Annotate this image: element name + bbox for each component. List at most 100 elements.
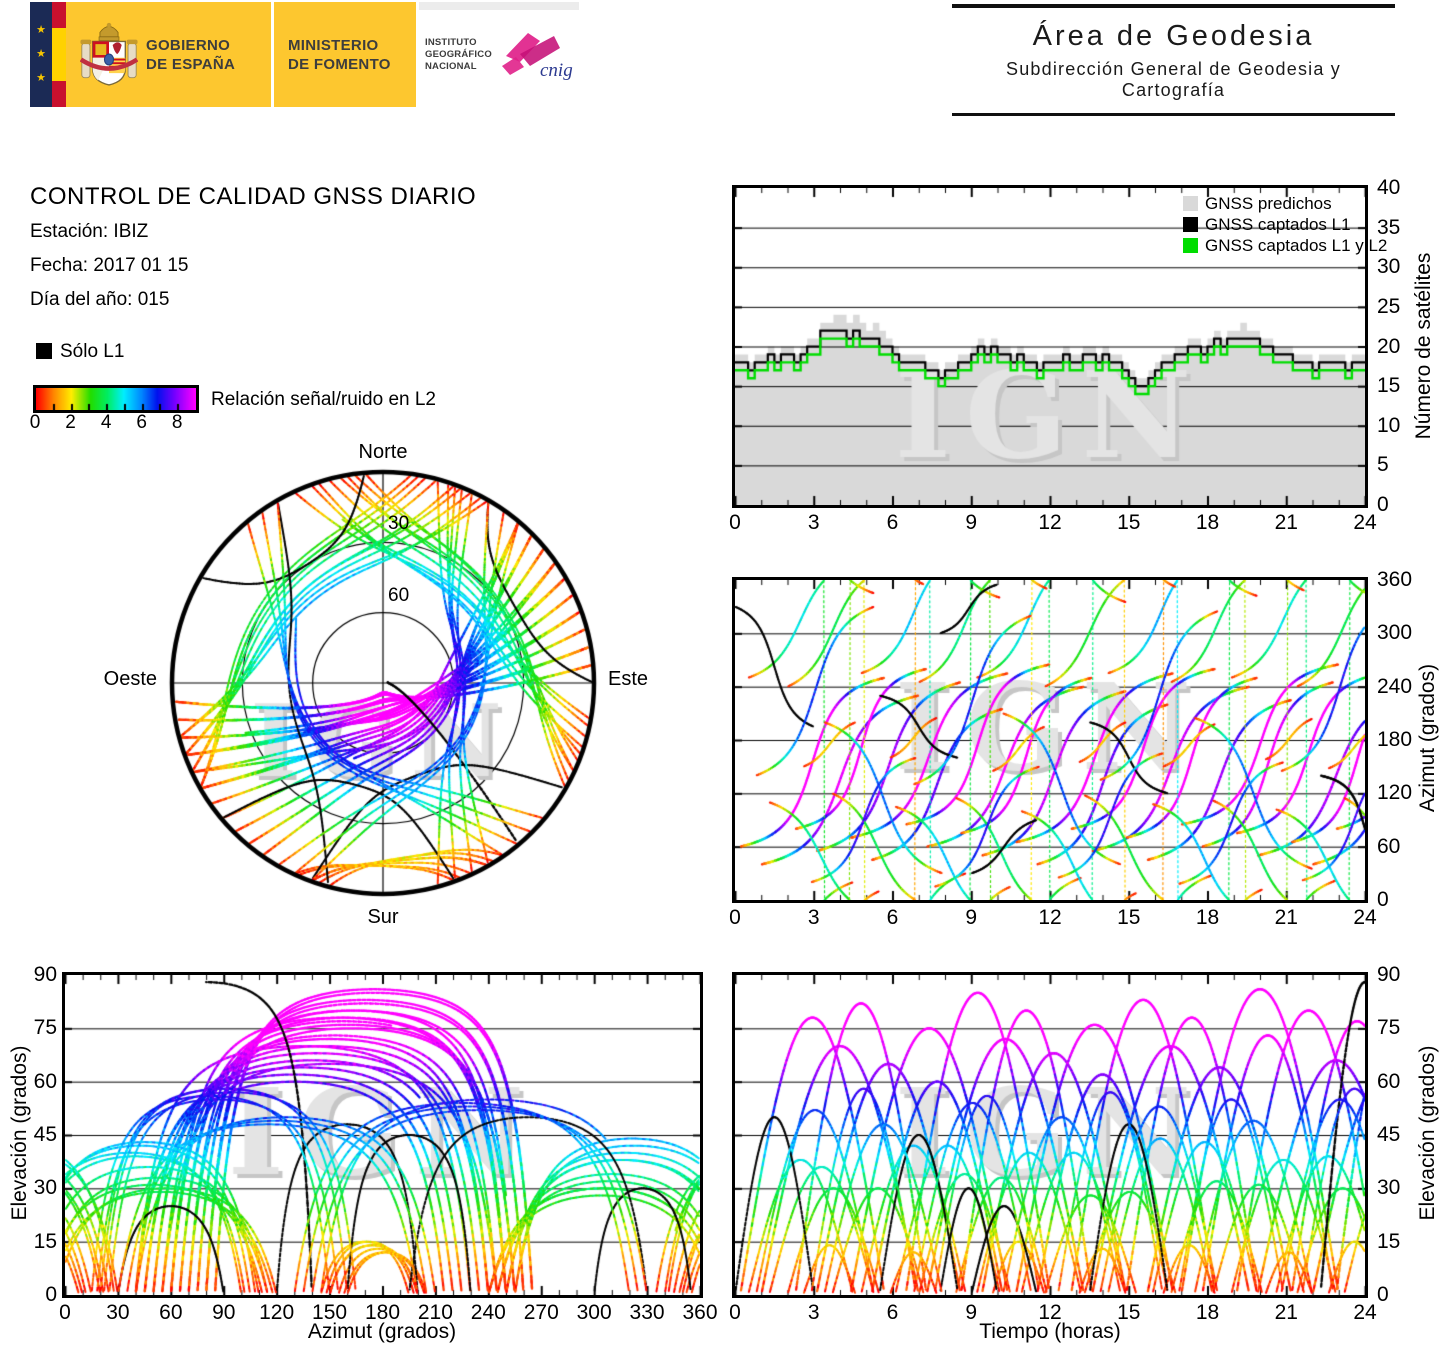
tick-label: 60 [33,1069,57,1093]
ministerio-label: MINISTERIO DE FOMENTO [288,36,391,73]
doy-line: Día del año: 015 [30,289,170,310]
tick-label: 0 [729,511,741,534]
tick-label: 60 [1377,834,1401,858]
tick-label: 0 [729,1301,741,1324]
station-line: Estación: IBIZ [30,221,149,242]
satellite-count-canvas [735,188,1365,505]
tick-label: 330 [629,1301,665,1324]
tick-label: 180 [1377,728,1413,751]
area-subtitle: Subdirección General de Geodesia y Carto… [1006,59,1341,100]
tick-label: 9 [965,906,978,929]
tick-label: 15 [1377,374,1401,398]
tick-label: 21 [1274,511,1298,534]
tick-label: 40 [1377,176,1401,199]
ign-block-top-strip [419,2,579,10]
colorbar-tick-label: 0 [29,412,41,433]
colorbar-tick-label: 4 [100,412,112,433]
gobierno-label: GOBIERNO DE ESPAÑA [146,36,236,73]
tick-label: 12 [1038,511,1062,534]
tick-label: 210 [417,1301,453,1324]
elev-time-ylabel: Elevación (grados) [1416,1045,1439,1221]
sat-count-ylabel: Número de satélites [1412,252,1435,440]
legend-label: GNSS captados L1 [1205,214,1351,234]
tick-label: 30 [33,1176,57,1200]
flag-red-band [52,2,66,29]
satellite-count-legend: GNSS predichos GNSS captados L1 GNSS capta… [1183,193,1387,256]
elevation-azimuth-chart [62,972,703,1298]
tick-label: 270 [523,1301,559,1324]
tick-label: 15 [1117,511,1141,534]
legend-label: GNSS predichos [1205,193,1332,213]
skyplot-ring30-label: 30 [388,513,410,534]
tick-label: 75 [33,1016,57,1040]
tick-label: 9 [965,511,978,534]
legend-row: GNSS captados L1 y L2 [1183,235,1387,256]
tick-label: 15 [1117,906,1141,929]
tick-label: 5 [1377,453,1389,477]
tick-label: 6 [886,511,899,534]
tick-label: 45 [33,1123,57,1146]
tick-label: 180 [364,1301,401,1324]
tick-label: 0 [729,906,741,929]
elev-time-xlabel: Tiempo (horas) [979,1320,1121,1343]
tick-label: 12 [1038,906,1062,929]
area-geodesia-header: Área de Geodesia Subdirección General de… [952,4,1395,116]
tick-label: 30 [106,1301,130,1324]
tick-label: 90 [212,1301,236,1324]
tick-label: 24 [1353,906,1377,929]
tick-label: 3 [807,1301,820,1324]
tick-label: 15 [1377,1229,1401,1253]
tick-label: 25 [1377,294,1401,318]
flag-red-band [52,80,66,107]
tick-label: 300 [576,1301,612,1324]
tick-label: 60 [159,1301,183,1324]
ign-cnig-block: INSTITUTO GEOGRÁFICO NACIONAL cnig [419,2,579,107]
eu-stars-strip: ★ ★ ★ [30,2,52,107]
tick-label: 15 [33,1229,57,1253]
elevation-azimuth-canvas [65,975,700,1295]
tick-label: 18 [1195,511,1220,534]
tick-label: 90 [1377,963,1401,986]
eu-star-icon: ★ [36,24,46,36]
tick-label: 75 [1377,1016,1401,1040]
tick-label: 120 [1377,781,1413,805]
legend-swatch [1183,217,1198,232]
skyplot-ring60-label: 60 [388,585,410,606]
tick-label: 6 [886,906,899,929]
flag-yellow-band [52,28,66,81]
header-rule-top [952,4,1395,8]
skyplot-south-label: Sur [367,906,399,928]
skyplot-east-label: Este [608,668,649,690]
coat-of-arms-icon [80,22,138,86]
tick-label: 21 [1274,1301,1298,1324]
skyplot-north-label: Norte [358,441,408,463]
elevation-time-canvas [735,975,1365,1295]
satellite-count-chart [732,185,1368,508]
elev-azimuth-xlabel: Azimut (grados) [307,1320,457,1343]
tick-label: 240 [1377,674,1413,698]
tick-label: 150 [312,1301,348,1324]
instituto-label: INSTITUTO GEOGRÁFICO NACIONAL [425,36,492,72]
ministerio-block: MINISTERIO DE FOMENTO [274,2,416,107]
tick-label: 360 [682,1301,718,1324]
spain-flag-strip [52,2,66,107]
tick-label: 60 [1377,1069,1401,1093]
header-rule-bottom [952,113,1395,116]
legend-row: GNSS predichos [1183,193,1387,214]
snr-colorbar [33,385,199,413]
snr-colorbar-gradient [36,388,196,410]
tick-label: 15 [1117,1301,1141,1324]
gobierno-block: GOBIERNO DE ESPAÑA [66,2,271,107]
tick-label: 45 [1377,1123,1401,1146]
skyplot-canvas [160,460,606,906]
area-title: Área de Geodesia [1032,20,1315,52]
tick-label: 0 [59,1301,71,1324]
tick-label: 18 [1195,906,1220,929]
tick-label: 3 [807,906,820,929]
cnig-wordmark: cnig [540,60,573,81]
colorbar-tick-label: 8 [171,412,183,433]
tick-label: 0 [1377,493,1389,516]
tick-label: 0 [45,1283,57,1306]
tick-label: 24 [1353,511,1377,534]
